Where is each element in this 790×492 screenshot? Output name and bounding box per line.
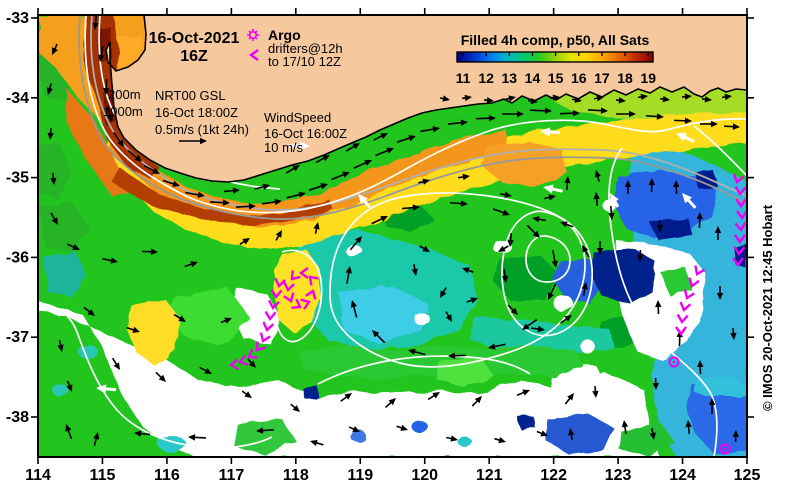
colorbar-tick-label: 19: [640, 70, 656, 86]
gsl-name: NRT00 GSL: [155, 88, 226, 103]
wind-time: 16-Oct 16:00Z: [264, 126, 347, 141]
x-tick-label: 125: [734, 467, 761, 484]
x-tick-label: 116: [154, 467, 180, 484]
colorbar-tick-label: 12: [478, 70, 494, 86]
current-vector-arrows: [46, 15, 740, 447]
colorbar-tick-label: 16: [571, 70, 587, 86]
map-date: 16-Oct-2021: [149, 30, 240, 47]
wind-legend: WindSpeed 16-Oct 16:00Z 10 m/s: [264, 110, 347, 155]
colorbar-tick-label: 13: [502, 70, 518, 86]
argo-legend-line2: to 17/10 12Z: [268, 54, 341, 69]
axis-labels: 114 115 116 117 118 119 120 121 122 123 124 125 -33 -…: [6, 10, 761, 484]
colorbar-tick-label: 11: [456, 70, 471, 86]
wind-scale: 10 m/s: [264, 140, 304, 155]
x-tick-label: 114: [25, 467, 51, 484]
depth-label-1000m: 1000m: [103, 104, 143, 119]
gsl-time: 16-Oct 18:00Z: [155, 105, 238, 120]
x-tick-label: 118: [283, 467, 309, 484]
depth-label-200m: 200m: [108, 87, 141, 102]
argo-float-markers: [668, 356, 731, 455]
drifter-track-chevrons: [228, 173, 747, 371]
wind-name: WindSpeed: [264, 110, 331, 125]
argo-legend: Argo drifters@12h to 17/10 12Z: [247, 27, 343, 69]
sst-raster-layer: [38, 15, 747, 457]
map-time: 16Z: [180, 48, 208, 65]
y-tick-label: -36: [6, 249, 29, 266]
y-tick-label: -34: [6, 90, 29, 107]
gsl-legend: 200m 1000m NRT00 GSL 16-Oct 18:00Z 0.5m/…: [103, 87, 249, 137]
plot-border: [37, 14, 748, 458]
axis-ticks: [31, 8, 754, 464]
y-tick-label: -35: [6, 170, 29, 187]
argo-float-icon: [247, 29, 259, 41]
x-tick-label: 120: [411, 467, 438, 484]
colorbar-tick-label: 14: [525, 70, 541, 86]
colorbar-tick-label: 17: [594, 70, 610, 86]
x-tick-label: 121: [476, 467, 503, 484]
colorbar-tick-label: 15: [548, 70, 564, 86]
y-tick-label: -37: [6, 329, 29, 346]
colorbar: Filled 4h comp, p50, All Sats 11 12 13 14 15…: [456, 32, 657, 86]
x-tick-label: 115: [90, 467, 116, 484]
x-tick-label: 117: [218, 467, 244, 484]
contour-1000m: [78, 15, 747, 220]
x-tick-label: 123: [605, 467, 632, 484]
argo-legend-title: Argo: [268, 27, 301, 43]
credit-text: © IMOS 20-Oct-2021 12:45 Hobart: [760, 204, 775, 411]
y-tick-label: -38: [6, 409, 29, 426]
argo-legend-line1: drifters@12h: [268, 41, 343, 56]
y-tick-label: -33: [6, 10, 29, 27]
wind-vector-arrows: [96, 127, 697, 394]
colorbar-tick-label: 18: [617, 70, 633, 86]
gsl-scale: 0.5m/s (1kt 24h): [155, 122, 249, 137]
colorbar-title: Filled 4h comp, p50, All Sats: [461, 32, 650, 48]
x-tick-label: 119: [347, 467, 373, 484]
drifter-chevron-icon: [248, 49, 259, 61]
x-tick-label: 122: [540, 467, 567, 484]
x-tick-label: 124: [669, 467, 696, 484]
